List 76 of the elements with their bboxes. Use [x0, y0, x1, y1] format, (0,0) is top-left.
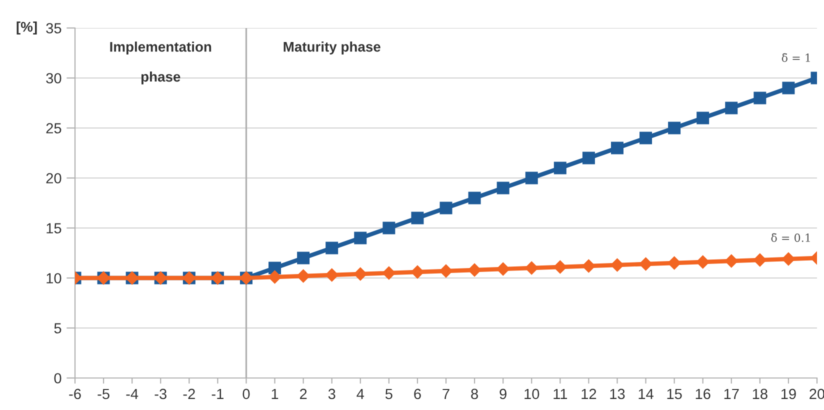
x-tick-label: 19 [781, 388, 796, 400]
x-tick-label: 13 [610, 388, 625, 400]
x-tick-label: 17 [724, 388, 739, 399]
point [496, 262, 510, 276]
point [754, 92, 766, 104]
point [554, 162, 566, 174]
point [411, 212, 424, 224]
point [782, 82, 795, 94]
x-tick-label: 5 [385, 388, 392, 400]
point [496, 182, 510, 194]
x-tick-label: 18 [752, 388, 768, 400]
point [297, 252, 310, 264]
point [325, 268, 338, 282]
series-label: δ̄ = 1 [782, 53, 810, 62]
x-tick-label: 6 [414, 388, 421, 400]
x-tick-label: -5 [98, 388, 110, 400]
y-tick-label: 25 [46, 123, 62, 134]
series-label: δ̄ = 0.1 [771, 233, 810, 242]
x-tick-label: 7 [442, 388, 450, 399]
point [610, 142, 624, 154]
point [724, 254, 738, 268]
point [382, 222, 396, 234]
point [640, 132, 652, 144]
point [668, 122, 681, 134]
x-tick-label: 4 [356, 388, 364, 399]
point [725, 102, 738, 114]
point [382, 266, 396, 280]
point [468, 192, 481, 204]
x-tick-label: 2 [300, 388, 307, 399]
x-tick-label: 3 [328, 388, 336, 400]
point [696, 255, 710, 269]
point [296, 269, 310, 283]
x-tick-label: 0 [242, 388, 250, 400]
point [554, 260, 567, 274]
x-tick-label: 16 [696, 388, 710, 400]
x-tick-label: 10 [524, 388, 540, 400]
point [782, 252, 796, 266]
point [696, 112, 710, 124]
x-tick-label: 1 [272, 388, 278, 399]
point [326, 242, 338, 254]
text: Implementation phase [110, 42, 212, 84]
x-tick-label: -6 [69, 388, 81, 400]
x-tick-label: -1 [212, 388, 224, 399]
x-tick-label: -2 [183, 388, 195, 399]
point [610, 258, 624, 272]
x-tick-label: 15 [667, 388, 682, 400]
point [354, 267, 367, 281]
x-tick-label: 11 [554, 388, 568, 399]
y-tick-label: 35 [46, 23, 62, 34]
point [354, 232, 367, 244]
point [753, 253, 767, 267]
x-tick-label: 14 [638, 388, 654, 399]
y-tick-label: 20 [46, 173, 62, 184]
x-tick-label: 12 [582, 388, 596, 399]
point [410, 265, 424, 279]
point [468, 263, 482, 277]
y-tick-label: 10 [46, 273, 62, 284]
point [440, 202, 452, 214]
y-tick-label: 30 [46, 73, 62, 84]
point [639, 257, 652, 271]
x-tick-label: -4 [126, 388, 138, 399]
point [525, 172, 538, 184]
point [268, 270, 282, 284]
annotation: Maturity phase [284, 42, 380, 54]
point [668, 256, 681, 270]
point [582, 259, 596, 273]
point [439, 264, 453, 278]
y-axis-title: [%] [16, 22, 37, 34]
x-tick-label: 9 [500, 388, 506, 400]
x-tick-label: 8 [471, 388, 478, 400]
x-tick-label: -3 [154, 388, 166, 400]
point [582, 152, 595, 164]
y-tick-label: 5 [54, 323, 62, 334]
point [525, 261, 538, 275]
y-tick-label: 0 [54, 373, 62, 384]
y-tick-label: 15 [46, 223, 62, 234]
